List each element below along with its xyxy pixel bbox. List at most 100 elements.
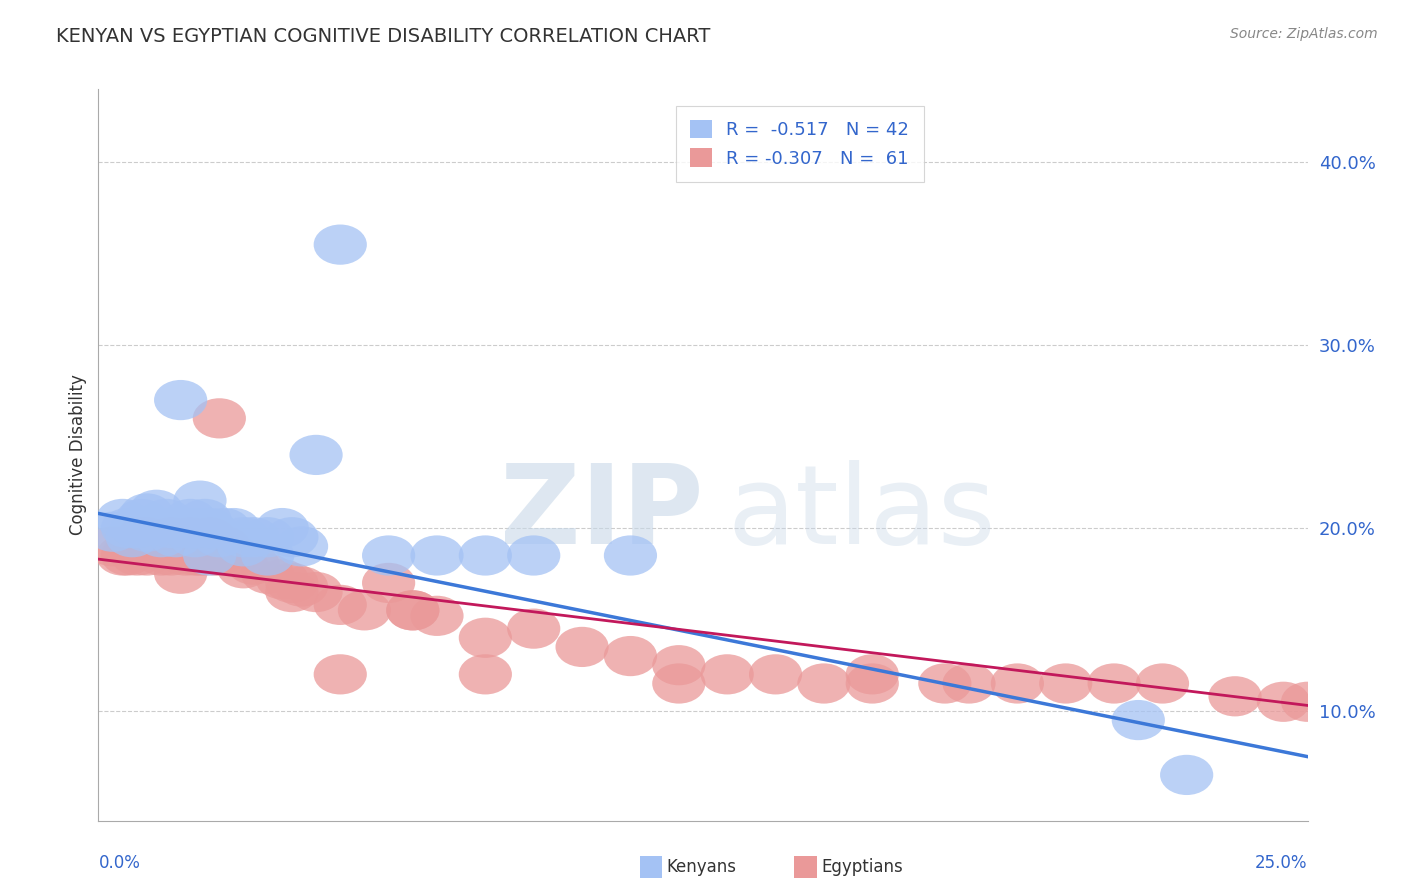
Ellipse shape <box>652 645 706 685</box>
Ellipse shape <box>139 499 193 539</box>
Ellipse shape <box>845 664 898 704</box>
Ellipse shape <box>193 517 246 558</box>
Y-axis label: Cognitive Disability: Cognitive Disability <box>69 375 87 535</box>
Ellipse shape <box>135 517 188 558</box>
Ellipse shape <box>555 627 609 667</box>
Text: ZIP: ZIP <box>499 460 703 567</box>
Ellipse shape <box>159 535 212 575</box>
Ellipse shape <box>603 636 657 676</box>
Ellipse shape <box>240 535 294 575</box>
Ellipse shape <box>276 566 328 607</box>
Ellipse shape <box>101 508 155 549</box>
Ellipse shape <box>129 526 183 566</box>
Text: 25.0%: 25.0% <box>1256 854 1308 871</box>
Ellipse shape <box>603 535 657 575</box>
Ellipse shape <box>198 508 250 549</box>
Ellipse shape <box>149 526 202 566</box>
Ellipse shape <box>845 654 898 695</box>
Ellipse shape <box>387 591 440 631</box>
Ellipse shape <box>508 535 561 575</box>
Ellipse shape <box>652 664 706 704</box>
Ellipse shape <box>387 591 440 631</box>
Ellipse shape <box>115 499 169 539</box>
Ellipse shape <box>183 517 236 558</box>
Ellipse shape <box>314 654 367 695</box>
Ellipse shape <box>169 535 222 575</box>
Ellipse shape <box>183 535 236 575</box>
Ellipse shape <box>96 499 149 539</box>
Ellipse shape <box>173 535 226 575</box>
Ellipse shape <box>1281 681 1334 722</box>
Ellipse shape <box>120 493 173 533</box>
Ellipse shape <box>173 481 226 521</box>
Ellipse shape <box>240 517 294 558</box>
Ellipse shape <box>120 517 173 558</box>
Ellipse shape <box>179 499 232 539</box>
Ellipse shape <box>240 554 294 594</box>
Ellipse shape <box>508 608 561 648</box>
Ellipse shape <box>105 517 159 558</box>
Ellipse shape <box>155 380 207 420</box>
Ellipse shape <box>1112 700 1166 740</box>
Ellipse shape <box>169 508 222 549</box>
Ellipse shape <box>169 526 222 566</box>
Ellipse shape <box>163 517 217 558</box>
Text: atlas: atlas <box>727 460 995 567</box>
Ellipse shape <box>700 654 754 695</box>
Ellipse shape <box>207 508 260 549</box>
Ellipse shape <box>256 559 309 599</box>
Ellipse shape <box>337 591 391 631</box>
Ellipse shape <box>411 596 464 636</box>
Ellipse shape <box>290 572 343 612</box>
Text: KENYAN VS EGYPTIAN COGNITIVE DISABILITY CORRELATION CHART: KENYAN VS EGYPTIAN COGNITIVE DISABILITY … <box>56 27 710 45</box>
Ellipse shape <box>120 535 173 575</box>
Ellipse shape <box>226 544 280 585</box>
Ellipse shape <box>458 617 512 658</box>
Ellipse shape <box>101 535 155 575</box>
Legend: R =  -0.517   N = 42, R = -0.307   N =  61: R = -0.517 N = 42, R = -0.307 N = 61 <box>676 105 924 182</box>
Ellipse shape <box>217 526 270 566</box>
Ellipse shape <box>145 535 198 575</box>
Ellipse shape <box>159 508 212 549</box>
Ellipse shape <box>145 508 198 549</box>
Ellipse shape <box>991 664 1045 704</box>
Ellipse shape <box>266 572 319 612</box>
Ellipse shape <box>120 512 173 552</box>
Ellipse shape <box>207 535 260 575</box>
Ellipse shape <box>96 535 149 575</box>
Ellipse shape <box>193 535 246 575</box>
Ellipse shape <box>145 517 198 558</box>
Ellipse shape <box>1257 681 1310 722</box>
Ellipse shape <box>179 535 232 575</box>
Ellipse shape <box>276 526 328 566</box>
Ellipse shape <box>918 664 972 704</box>
Ellipse shape <box>226 517 280 558</box>
Ellipse shape <box>266 517 319 558</box>
Ellipse shape <box>361 563 415 603</box>
Ellipse shape <box>1208 676 1261 716</box>
Ellipse shape <box>256 508 309 549</box>
Ellipse shape <box>135 535 188 575</box>
Ellipse shape <box>411 535 464 575</box>
Ellipse shape <box>314 225 367 265</box>
Ellipse shape <box>169 517 222 558</box>
Ellipse shape <box>217 549 270 589</box>
Text: 0.0%: 0.0% <box>98 854 141 871</box>
Ellipse shape <box>797 664 851 704</box>
Ellipse shape <box>1087 664 1140 704</box>
Ellipse shape <box>217 517 270 558</box>
Ellipse shape <box>361 535 415 575</box>
Ellipse shape <box>314 585 367 625</box>
Ellipse shape <box>458 654 512 695</box>
Ellipse shape <box>942 664 995 704</box>
Ellipse shape <box>111 535 163 575</box>
Ellipse shape <box>183 508 236 549</box>
Ellipse shape <box>86 526 139 566</box>
Ellipse shape <box>115 517 169 558</box>
Ellipse shape <box>749 654 803 695</box>
Ellipse shape <box>458 535 512 575</box>
Ellipse shape <box>290 434 343 475</box>
Ellipse shape <box>1160 755 1213 795</box>
Ellipse shape <box>266 563 319 603</box>
Ellipse shape <box>1039 664 1092 704</box>
